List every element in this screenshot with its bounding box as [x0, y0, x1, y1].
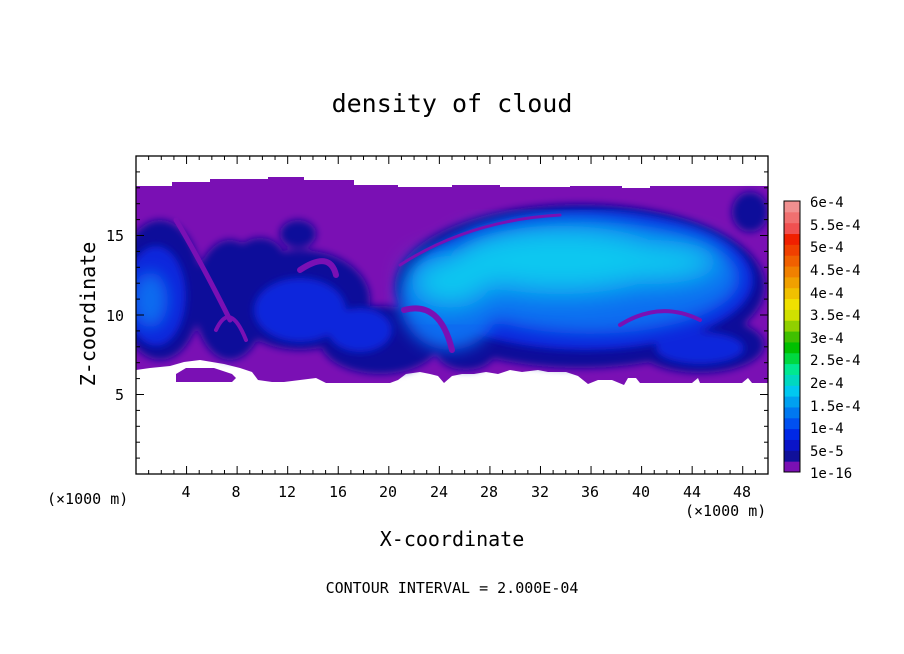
colorbar-label: 5e-4: [810, 240, 844, 256]
y-tick-labels: 5 10 15: [106, 227, 124, 404]
colorbar-labels: 1e-16 5e-5 1e-4 1.5e-4 2e-4 2.5e-4 3e-4 …: [810, 195, 861, 482]
cloud-field: [136, 177, 768, 385]
cloud-lower-fragment: [176, 368, 236, 382]
colorbar-swatch: [784, 439, 800, 451]
colorbar-swatch: [784, 374, 800, 386]
x-tick-labels: 4 8 12 16 20 24 28 32 36 40 44 48: [181, 483, 751, 501]
x-tick-label: 44: [683, 483, 701, 501]
colorbar-swatch: [784, 341, 800, 354]
x-tick-label: 48: [733, 483, 751, 501]
colorbar-swatch: [784, 450, 800, 462]
x-tick-label: 40: [632, 483, 650, 501]
colorbar-label: 2e-4: [810, 376, 844, 392]
chart-title: density of cloud: [332, 89, 573, 118]
colorbar-label: 3e-4: [810, 331, 844, 347]
y-tick-label: 15: [106, 227, 124, 245]
colorbar-swatch: [784, 428, 800, 440]
colorbar-label: 4.5e-4: [810, 263, 861, 279]
cloud-layer-core: [410, 226, 720, 308]
colorbar-swatch: [784, 244, 800, 256]
colorbar: 1e-16 5e-5 1e-4 1.5e-4 2e-4 2.5e-4 3e-4 …: [783, 195, 861, 482]
axis-ticks: [136, 156, 768, 474]
colorbar-swatch: [784, 385, 800, 397]
x-tick-label: 32: [531, 483, 549, 501]
colorbar-label: 6e-4: [810, 195, 844, 211]
colorbar-swatch: [784, 396, 800, 408]
y-axis-title: Z-coordinate: [76, 242, 100, 387]
colorbar-swatch: [784, 287, 800, 300]
y-tick-label: 10: [106, 307, 124, 325]
x-tick-label: 28: [480, 483, 498, 501]
colorbar-swatch: [784, 309, 800, 321]
y-unit-label: (×1000 m): [47, 490, 128, 508]
x-tick-label: 12: [278, 483, 296, 501]
colorbar-label: 1e-16: [810, 466, 852, 482]
colorbar-swatch: [784, 201, 800, 213]
colorbar-swatch: [784, 266, 800, 278]
colorbar-swatch: [784, 406, 800, 419]
colorbar-frame: [783, 200, 801, 473]
colorbar-label: 1.5e-4: [810, 399, 861, 415]
colorbar-swatch: [784, 352, 800, 365]
colorbar-label: 3.5e-4: [810, 308, 861, 324]
colorbar-label: 5e-5: [810, 444, 844, 460]
colorbar-label: 1e-4: [810, 421, 844, 437]
colorbar-swatch: [784, 331, 800, 343]
x-tick-label: 36: [581, 483, 599, 501]
colorbar-swatch: [784, 233, 800, 245]
colorbar-swatch: [784, 417, 800, 430]
colorbar-swatch: [784, 255, 800, 267]
x-tick-label: 20: [379, 483, 397, 501]
colorbar-swatch: [784, 298, 800, 310]
colorbar-label: 5.5e-4: [810, 218, 861, 234]
x-tick-label: 8: [231, 483, 240, 501]
x-tick-label: 24: [430, 483, 448, 501]
colorbar-swatch: [784, 222, 800, 235]
colorbar-swatch: [784, 211, 800, 224]
colorbar-swatch: [784, 363, 800, 375]
colorbar-swatches: [784, 201, 800, 473]
colorbar-swatch: [784, 320, 800, 332]
x-tick-label: 4: [181, 483, 190, 501]
colorbar-swatch: [784, 461, 800, 473]
colorbar-label: 2.5e-4: [810, 353, 861, 369]
y-tick-label: 5: [115, 386, 124, 404]
colorbar-label: 4e-4: [810, 286, 844, 302]
x-axis-title: X-coordinate: [380, 527, 525, 551]
contour-interval-note: CONTOUR INTERVAL = 2.000E-04: [326, 579, 579, 597]
x-unit-label: (×1000 m): [685, 502, 766, 520]
x-tick-label: 16: [329, 483, 347, 501]
colorbar-swatch: [784, 276, 800, 289]
cloud-filaments: [173, 213, 702, 353]
